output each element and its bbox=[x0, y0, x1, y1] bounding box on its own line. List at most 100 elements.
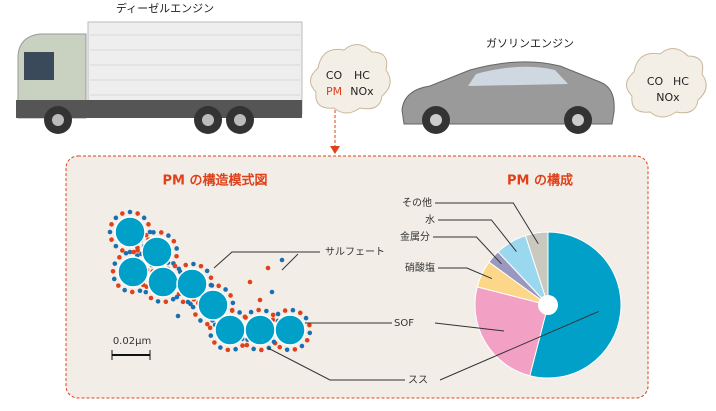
particle-dot bbox=[148, 295, 154, 301]
particle-dot bbox=[307, 322, 312, 328]
particle-dot bbox=[237, 310, 242, 315]
pie-hole bbox=[538, 295, 558, 315]
truck bbox=[16, 21, 303, 134]
particle-dot bbox=[275, 311, 281, 317]
particle-dot bbox=[166, 233, 171, 238]
pie-slice bbox=[474, 286, 549, 377]
pie-slice bbox=[529, 231, 622, 379]
particle-dot bbox=[244, 342, 250, 348]
leader-line bbox=[434, 322, 505, 332]
particle-dot bbox=[155, 299, 161, 304]
pie: 硝酸塩金属分水その他SOFスス bbox=[400, 196, 622, 381]
pie-label: その他 bbox=[402, 196, 432, 209]
particle-dot bbox=[171, 238, 177, 244]
particle-dot bbox=[242, 314, 248, 320]
pie-label: 水 bbox=[425, 214, 435, 226]
particle-dot bbox=[205, 321, 210, 327]
particle-dot bbox=[247, 279, 253, 285]
particle-dot bbox=[176, 266, 182, 272]
particle-dot bbox=[218, 345, 223, 350]
leader-line bbox=[438, 219, 517, 252]
exhaust-co: CO bbox=[647, 75, 664, 88]
particle-dot bbox=[251, 346, 256, 352]
particle-dot bbox=[229, 307, 235, 313]
particle-dot bbox=[228, 293, 233, 298]
leader-line bbox=[438, 267, 493, 280]
particle-dot bbox=[233, 346, 238, 352]
soot-core bbox=[244, 314, 276, 346]
particle-dot bbox=[208, 333, 214, 338]
exhaust-hc: HC bbox=[673, 75, 689, 88]
soot-core bbox=[147, 266, 179, 298]
pie-label: 金属分 bbox=[400, 230, 430, 243]
particle-dot bbox=[135, 211, 140, 216]
particle-dot bbox=[282, 308, 288, 313]
particle-dot bbox=[174, 246, 179, 251]
exhaust-pm: PM bbox=[326, 85, 342, 98]
diesel-exhaust bbox=[310, 44, 391, 114]
particle-dot bbox=[259, 347, 264, 353]
soot-core bbox=[117, 256, 149, 288]
particle-dot bbox=[230, 300, 236, 306]
particle-dot bbox=[112, 261, 118, 266]
particle-dot bbox=[257, 297, 263, 303]
particle-dot bbox=[172, 263, 178, 269]
particle-dot bbox=[299, 343, 305, 349]
leader-line bbox=[439, 310, 599, 381]
particle-dot bbox=[212, 340, 217, 345]
particle-dot bbox=[303, 315, 309, 321]
particle-dot bbox=[147, 229, 153, 235]
soot-core bbox=[114, 216, 146, 248]
particle-dot bbox=[307, 330, 313, 336]
particle-dot bbox=[190, 304, 196, 310]
particle-dot bbox=[284, 347, 290, 353]
particle-dot bbox=[127, 209, 133, 215]
callouts bbox=[213, 251, 405, 381]
particle-dot bbox=[120, 211, 125, 216]
particle-dot bbox=[146, 222, 151, 227]
particle-dot bbox=[279, 257, 285, 263]
soot-label: スス bbox=[408, 375, 428, 386]
particle-dot bbox=[208, 282, 214, 288]
particle-dot bbox=[174, 253, 179, 259]
particle-dot bbox=[193, 312, 198, 317]
structure-title: PM の構造模式図 bbox=[163, 173, 268, 189]
particle-dot bbox=[223, 287, 228, 292]
particle-dot bbox=[131, 249, 137, 255]
particle-dot bbox=[269, 289, 275, 295]
leader-line bbox=[435, 202, 539, 244]
particle-dot bbox=[113, 243, 119, 249]
exhaust-nox: NOx bbox=[350, 85, 374, 98]
particle-dot bbox=[174, 294, 180, 300]
gasoline-exhaust bbox=[626, 48, 707, 118]
particle-dot bbox=[175, 313, 181, 319]
exhaust-nox: NOx bbox=[656, 91, 680, 104]
particle-dot bbox=[277, 344, 283, 350]
sof-label: SOF bbox=[394, 318, 414, 329]
particle-dot bbox=[123, 250, 129, 256]
particle-dot bbox=[225, 347, 231, 353]
particle-dot bbox=[265, 265, 271, 271]
particle-dot bbox=[170, 296, 176, 302]
particle-dot bbox=[109, 222, 114, 227]
particle-dot bbox=[107, 229, 113, 235]
particle-dot bbox=[111, 276, 117, 282]
particle-dot bbox=[304, 337, 310, 343]
particle-dot bbox=[183, 262, 189, 268]
particle-dot bbox=[117, 255, 122, 260]
particle-dot bbox=[135, 245, 140, 251]
particle-dot bbox=[141, 215, 147, 221]
particle-dot bbox=[240, 343, 245, 348]
car bbox=[401, 61, 615, 134]
particle-dot bbox=[129, 289, 135, 295]
particle-dot bbox=[248, 309, 254, 315]
gasoline-label: ガソリンエンジン bbox=[486, 37, 574, 50]
diesel-label: ディーゼルエンジン bbox=[116, 1, 214, 15]
pie-slice bbox=[524, 231, 549, 306]
particle-dot bbox=[185, 299, 191, 305]
particle-dot bbox=[151, 230, 156, 235]
particle-dot bbox=[137, 288, 143, 294]
particle-dot bbox=[271, 339, 277, 345]
particle-dot bbox=[290, 307, 296, 313]
